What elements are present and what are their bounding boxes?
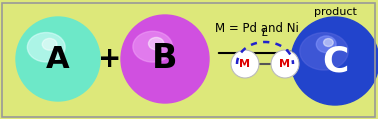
Ellipse shape	[121, 15, 209, 103]
Text: M: M	[240, 59, 251, 69]
Ellipse shape	[133, 31, 172, 62]
Ellipse shape	[291, 17, 378, 105]
Ellipse shape	[27, 32, 65, 62]
Text: L: L	[262, 28, 268, 38]
Text: M = Pd and Ni: M = Pd and Ni	[215, 22, 299, 35]
Ellipse shape	[149, 37, 164, 50]
Text: C: C	[322, 44, 348, 78]
Text: product: product	[314, 7, 356, 17]
Ellipse shape	[324, 39, 333, 47]
Ellipse shape	[16, 17, 100, 101]
Ellipse shape	[231, 50, 259, 78]
Text: M: M	[279, 59, 291, 69]
Ellipse shape	[300, 33, 348, 70]
Text: A: A	[46, 45, 70, 74]
Ellipse shape	[316, 36, 336, 53]
Ellipse shape	[271, 50, 299, 78]
Ellipse shape	[42, 38, 57, 50]
Text: +: +	[98, 45, 122, 73]
Text: B: B	[152, 42, 178, 75]
